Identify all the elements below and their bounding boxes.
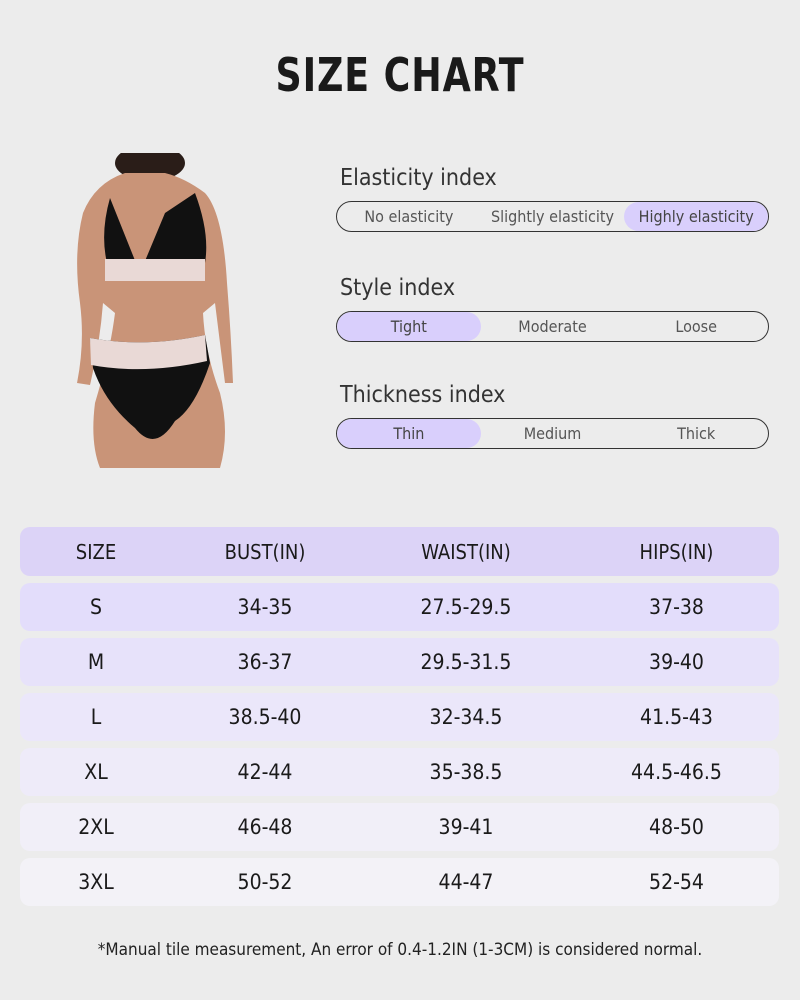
cell-size: L [90,705,102,729]
option-highly-elasticity: Highly elasticity [624,202,768,231]
cell-size: 2XL [78,815,114,839]
option-slightly-elasticity: Slightly elasticity [490,207,615,226]
cell-hips: 48-50 [649,815,704,839]
size-table: SIZE BUST(IN) WAIST(IN) HIPS(IN) S 34-35 2… [20,527,779,913]
header-waist: WAIST(IN) [421,539,511,564]
style-scale: Tight Moderate Loose [336,311,769,342]
option-loose: Loose [675,317,718,336]
cell-waist: 32-34.5 [429,705,503,729]
cell-waist: 39-41 [438,815,494,839]
index-label: Style index [340,275,456,301]
cell-bust: 46-48 [237,815,293,839]
table-header: SIZE BUST(IN) WAIST(IN) HIPS(IN) [20,527,779,576]
cell-size: M [87,650,105,674]
elasticity-index: Elasticity index No elasticity Slightly … [336,165,769,232]
option-medium: Medium [523,424,582,443]
index-label: Elasticity index [340,165,497,191]
measurement-note: *Manual tile measurement, An error of 0.… [97,940,703,960]
cell-size: S [90,595,102,619]
option-thick: Thick [677,424,716,443]
cell-waist: 29.5-31.5 [420,650,512,674]
header-bust: BUST(IN) [224,539,306,564]
table-row: L 38.5-40 32-34.5 41.5-43 [20,693,779,741]
header-hips: HIPS(IN) [639,539,714,564]
cell-hips: 52-54 [649,870,704,894]
cell-waist: 27.5-29.5 [420,595,512,619]
cell-hips: 39-40 [649,650,704,674]
elasticity-scale: No elasticity Slightly elasticity Highly… [336,201,769,232]
style-index: Style index Tight Moderate Loose [336,275,769,342]
cell-bust: 38.5-40 [228,705,302,729]
option-moderate: Moderate [518,317,587,336]
thickness-index: Thickness index Thin Medium Thick [336,382,769,449]
table-row: 3XL 50-52 44-47 52-54 [20,858,779,906]
cell-hips: 44.5-46.5 [631,760,722,784]
table-row: S 34-35 27.5-29.5 37-38 [20,583,779,631]
table-row: XL 42-44 35-38.5 44.5-46.5 [20,748,779,796]
table-row: 2XL 46-48 39-41 48-50 [20,803,779,851]
cell-bust: 50-52 [237,870,293,894]
cell-hips: 41.5-43 [640,705,713,729]
page-title: SIZE CHART [275,48,525,102]
cell-waist: 35-38.5 [429,760,503,784]
product-photo [55,153,233,468]
cell-waist: 44-47 [438,870,494,894]
header-size: SIZE [75,539,117,564]
table-row: M 36-37 29.5-31.5 39-40 [20,638,779,686]
index-label: Thickness index [340,382,506,408]
option-no-elasticity: No elasticity [364,207,454,226]
cell-hips: 37-38 [649,595,704,619]
cell-size: XL [84,760,108,784]
cell-bust: 36-37 [237,650,293,674]
option-thin: Thin [337,419,481,448]
option-tight: Tight [337,312,481,341]
cell-bust: 42-44 [237,760,293,784]
cell-bust: 34-35 [237,595,293,619]
cell-size: 3XL [78,870,114,894]
thickness-scale: Thin Medium Thick [336,418,769,449]
